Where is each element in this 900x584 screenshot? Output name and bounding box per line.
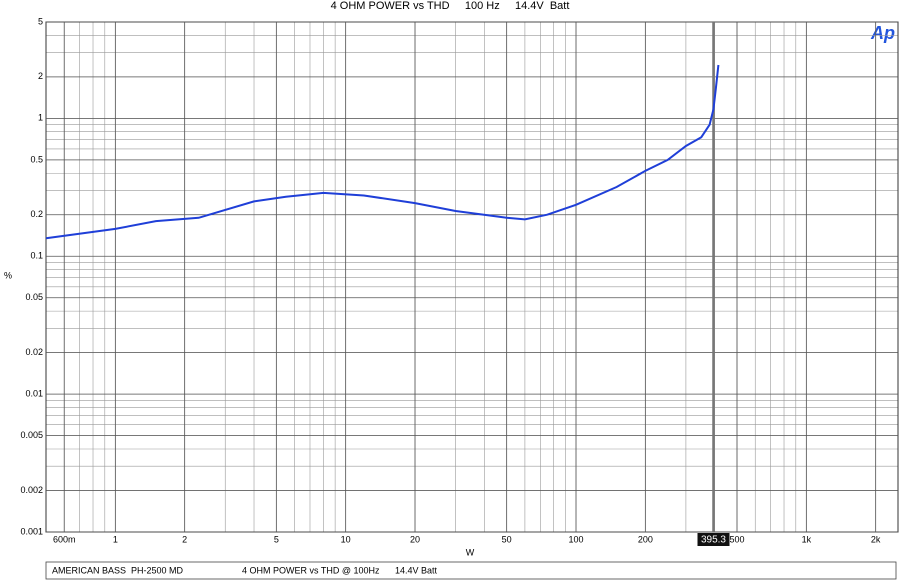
logo: Ap: [870, 23, 895, 43]
cursor-label: 395.3: [701, 535, 726, 546]
x-tick-label: 100: [568, 534, 583, 544]
x-tick-label: 1: [113, 534, 118, 544]
x-tick-label: 5: [274, 534, 279, 544]
x-tick-label: 10: [341, 534, 351, 544]
footer-text: 14.4V Batt: [395, 565, 438, 575]
y-tick-label: 0.02: [25, 347, 43, 357]
x-tick-label: 20: [410, 534, 420, 544]
x-tick-label: 1k: [802, 534, 812, 544]
plot-frame: [45, 21, 899, 533]
footer-box: [45, 561, 897, 580]
footer-text: AMERICAN BASS PH-2500 MD: [52, 565, 184, 575]
y-tick-label: 1: [38, 113, 43, 123]
y-tick-label: 0.01: [25, 388, 43, 398]
y-tick-label: 0.001: [20, 526, 43, 536]
x-tick-label: 200: [638, 534, 653, 544]
y-tick-label: 0.005: [20, 430, 43, 440]
chart-title: 4 OHM POWER vs THD 100 Hz 14.4V Batt: [331, 0, 570, 12]
x-tick-label: 500: [729, 534, 744, 544]
cursor-badge: [697, 533, 730, 546]
y-tick-label: 0.5: [30, 154, 43, 164]
x-tick-label: 50: [502, 534, 512, 544]
y-tick-label: 2: [38, 71, 43, 81]
y-tick-label: 0.1: [30, 251, 43, 261]
x-axis-label: W: [466, 547, 475, 557]
y-tick-label: 5: [38, 16, 43, 26]
y-tick-label: 0.002: [20, 485, 43, 495]
x-tick-label: 2: [182, 534, 187, 544]
footer-text: 4 OHM POWER vs THD @ 100Hz: [242, 565, 380, 575]
y-axis-label: %: [4, 270, 12, 280]
x-tick-label: 600m: [53, 534, 76, 544]
y-tick-label: 0.05: [25, 292, 43, 302]
data-line: [45, 64, 720, 240]
x-tick-label: 2k: [871, 534, 881, 544]
y-tick-label: 0.2: [30, 209, 43, 219]
